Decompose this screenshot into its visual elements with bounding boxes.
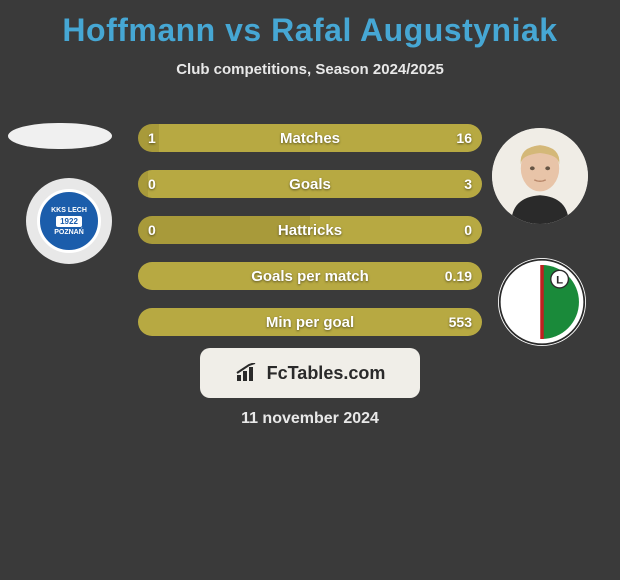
club-right-badge: L [498, 258, 586, 346]
stat-row: 00Hattricks [138, 216, 482, 244]
brand-chart-icon [235, 363, 261, 383]
brand-box: FcTables.com [200, 348, 420, 398]
stat-label: Min per goal [138, 308, 482, 336]
stats-container: 116Matches 03Goals 00Hattricks 0.19Goals pe… [138, 124, 482, 354]
stat-label: Matches [138, 124, 482, 152]
stat-label: Goals per match [138, 262, 482, 290]
stat-row: 0.19Goals per match [138, 262, 482, 290]
club-left-text-mid: 1922 [56, 216, 82, 227]
stat-row: 03Goals [138, 170, 482, 198]
svg-text:L: L [556, 275, 563, 287]
stat-row: 553Min per goal [138, 308, 482, 336]
club-left-badge: KKS LECH 1922 POZNAŃ [26, 178, 112, 264]
player-right-avatar [492, 128, 588, 224]
subtitle: Club competitions, Season 2024/2025 [0, 61, 620, 78]
stat-label: Goals [138, 170, 482, 198]
stat-label: Hattricks [138, 216, 482, 244]
stat-row: 116Matches [138, 124, 482, 152]
player-left-avatar [8, 123, 112, 149]
date-text: 11 november 2024 [0, 410, 620, 428]
club-left-text-bot: POZNAŃ [54, 229, 84, 236]
club-left-text-top: KKS LECH [51, 207, 87, 214]
page-title: Hoffmann vs Rafal Augustyniak [0, 0, 620, 49]
brand-text: FcTables.com [267, 363, 386, 384]
